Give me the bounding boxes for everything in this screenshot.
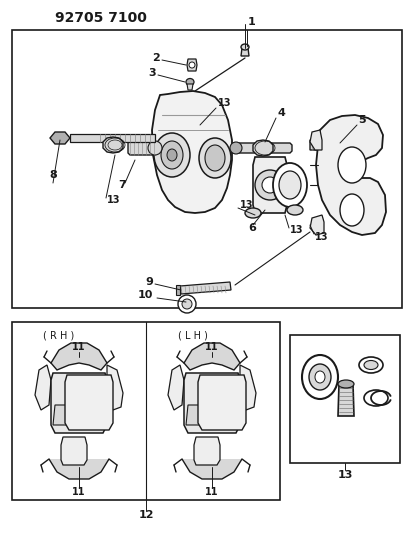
Ellipse shape <box>279 171 301 199</box>
Ellipse shape <box>189 62 195 68</box>
Ellipse shape <box>262 177 278 193</box>
Polygon shape <box>194 437 220 465</box>
Polygon shape <box>253 157 287 213</box>
Ellipse shape <box>338 147 366 183</box>
Ellipse shape <box>154 133 190 177</box>
Text: 7: 7 <box>118 180 126 190</box>
Text: 92705 7100: 92705 7100 <box>55 11 147 25</box>
Polygon shape <box>49 459 109 479</box>
Text: 11: 11 <box>205 342 219 352</box>
Polygon shape <box>168 365 184 410</box>
Bar <box>12 322 280 500</box>
Polygon shape <box>50 132 70 144</box>
Text: 8: 8 <box>49 170 57 180</box>
Polygon shape <box>128 141 155 155</box>
Ellipse shape <box>315 371 325 383</box>
Ellipse shape <box>255 170 285 200</box>
Ellipse shape <box>359 357 383 373</box>
Ellipse shape <box>340 194 364 226</box>
Text: 3: 3 <box>148 68 156 78</box>
Ellipse shape <box>186 78 194 85</box>
Text: 9: 9 <box>145 277 153 287</box>
Text: 1: 1 <box>248 17 256 27</box>
Ellipse shape <box>230 142 242 154</box>
Text: 11: 11 <box>205 487 219 497</box>
Text: 13: 13 <box>107 195 121 205</box>
Text: 13: 13 <box>218 98 232 108</box>
Polygon shape <box>182 459 242 479</box>
Polygon shape <box>198 375 246 430</box>
Ellipse shape <box>199 138 231 178</box>
Ellipse shape <box>302 355 338 399</box>
Polygon shape <box>232 143 292 153</box>
Polygon shape <box>152 91 232 213</box>
Polygon shape <box>184 343 240 370</box>
Polygon shape <box>310 140 377 150</box>
Ellipse shape <box>241 44 249 50</box>
Ellipse shape <box>338 380 354 388</box>
Text: 13: 13 <box>315 232 328 242</box>
Polygon shape <box>184 373 240 433</box>
Ellipse shape <box>273 163 307 207</box>
Text: ( L H ): ( L H ) <box>178 331 208 341</box>
Ellipse shape <box>245 208 261 218</box>
Polygon shape <box>338 384 354 416</box>
Text: 2: 2 <box>152 53 160 63</box>
Ellipse shape <box>364 360 378 369</box>
Ellipse shape <box>287 205 303 215</box>
Text: 12: 12 <box>138 510 154 520</box>
Polygon shape <box>107 365 123 410</box>
Text: ( R H ): ( R H ) <box>43 331 74 341</box>
Polygon shape <box>65 375 113 430</box>
Ellipse shape <box>167 149 177 161</box>
Ellipse shape <box>205 145 225 171</box>
Text: 6: 6 <box>248 223 256 233</box>
Text: 5: 5 <box>358 115 366 125</box>
Polygon shape <box>53 405 105 425</box>
Polygon shape <box>61 437 87 465</box>
Ellipse shape <box>309 364 331 390</box>
Polygon shape <box>51 373 107 433</box>
Polygon shape <box>310 215 324 235</box>
Ellipse shape <box>178 295 196 313</box>
Text: 4: 4 <box>278 108 286 118</box>
Polygon shape <box>51 343 107 370</box>
Polygon shape <box>241 48 249 56</box>
Polygon shape <box>186 405 238 425</box>
Polygon shape <box>187 59 197 71</box>
Bar <box>290 335 400 463</box>
Text: 13: 13 <box>240 200 254 210</box>
Polygon shape <box>103 137 123 153</box>
Ellipse shape <box>148 141 162 155</box>
Polygon shape <box>187 84 193 90</box>
Text: 13: 13 <box>337 470 353 480</box>
Polygon shape <box>240 365 256 410</box>
Text: 13: 13 <box>290 225 304 235</box>
Polygon shape <box>180 282 231 294</box>
Polygon shape <box>176 285 180 295</box>
Polygon shape <box>35 365 51 410</box>
Polygon shape <box>253 140 273 156</box>
Polygon shape <box>310 130 322 150</box>
Ellipse shape <box>161 141 183 169</box>
Polygon shape <box>70 134 155 142</box>
Polygon shape <box>316 115 386 235</box>
Ellipse shape <box>182 299 192 309</box>
Text: 10: 10 <box>138 290 153 300</box>
Text: 11: 11 <box>72 342 86 352</box>
Bar <box>12 30 402 308</box>
Text: 11: 11 <box>72 487 86 497</box>
